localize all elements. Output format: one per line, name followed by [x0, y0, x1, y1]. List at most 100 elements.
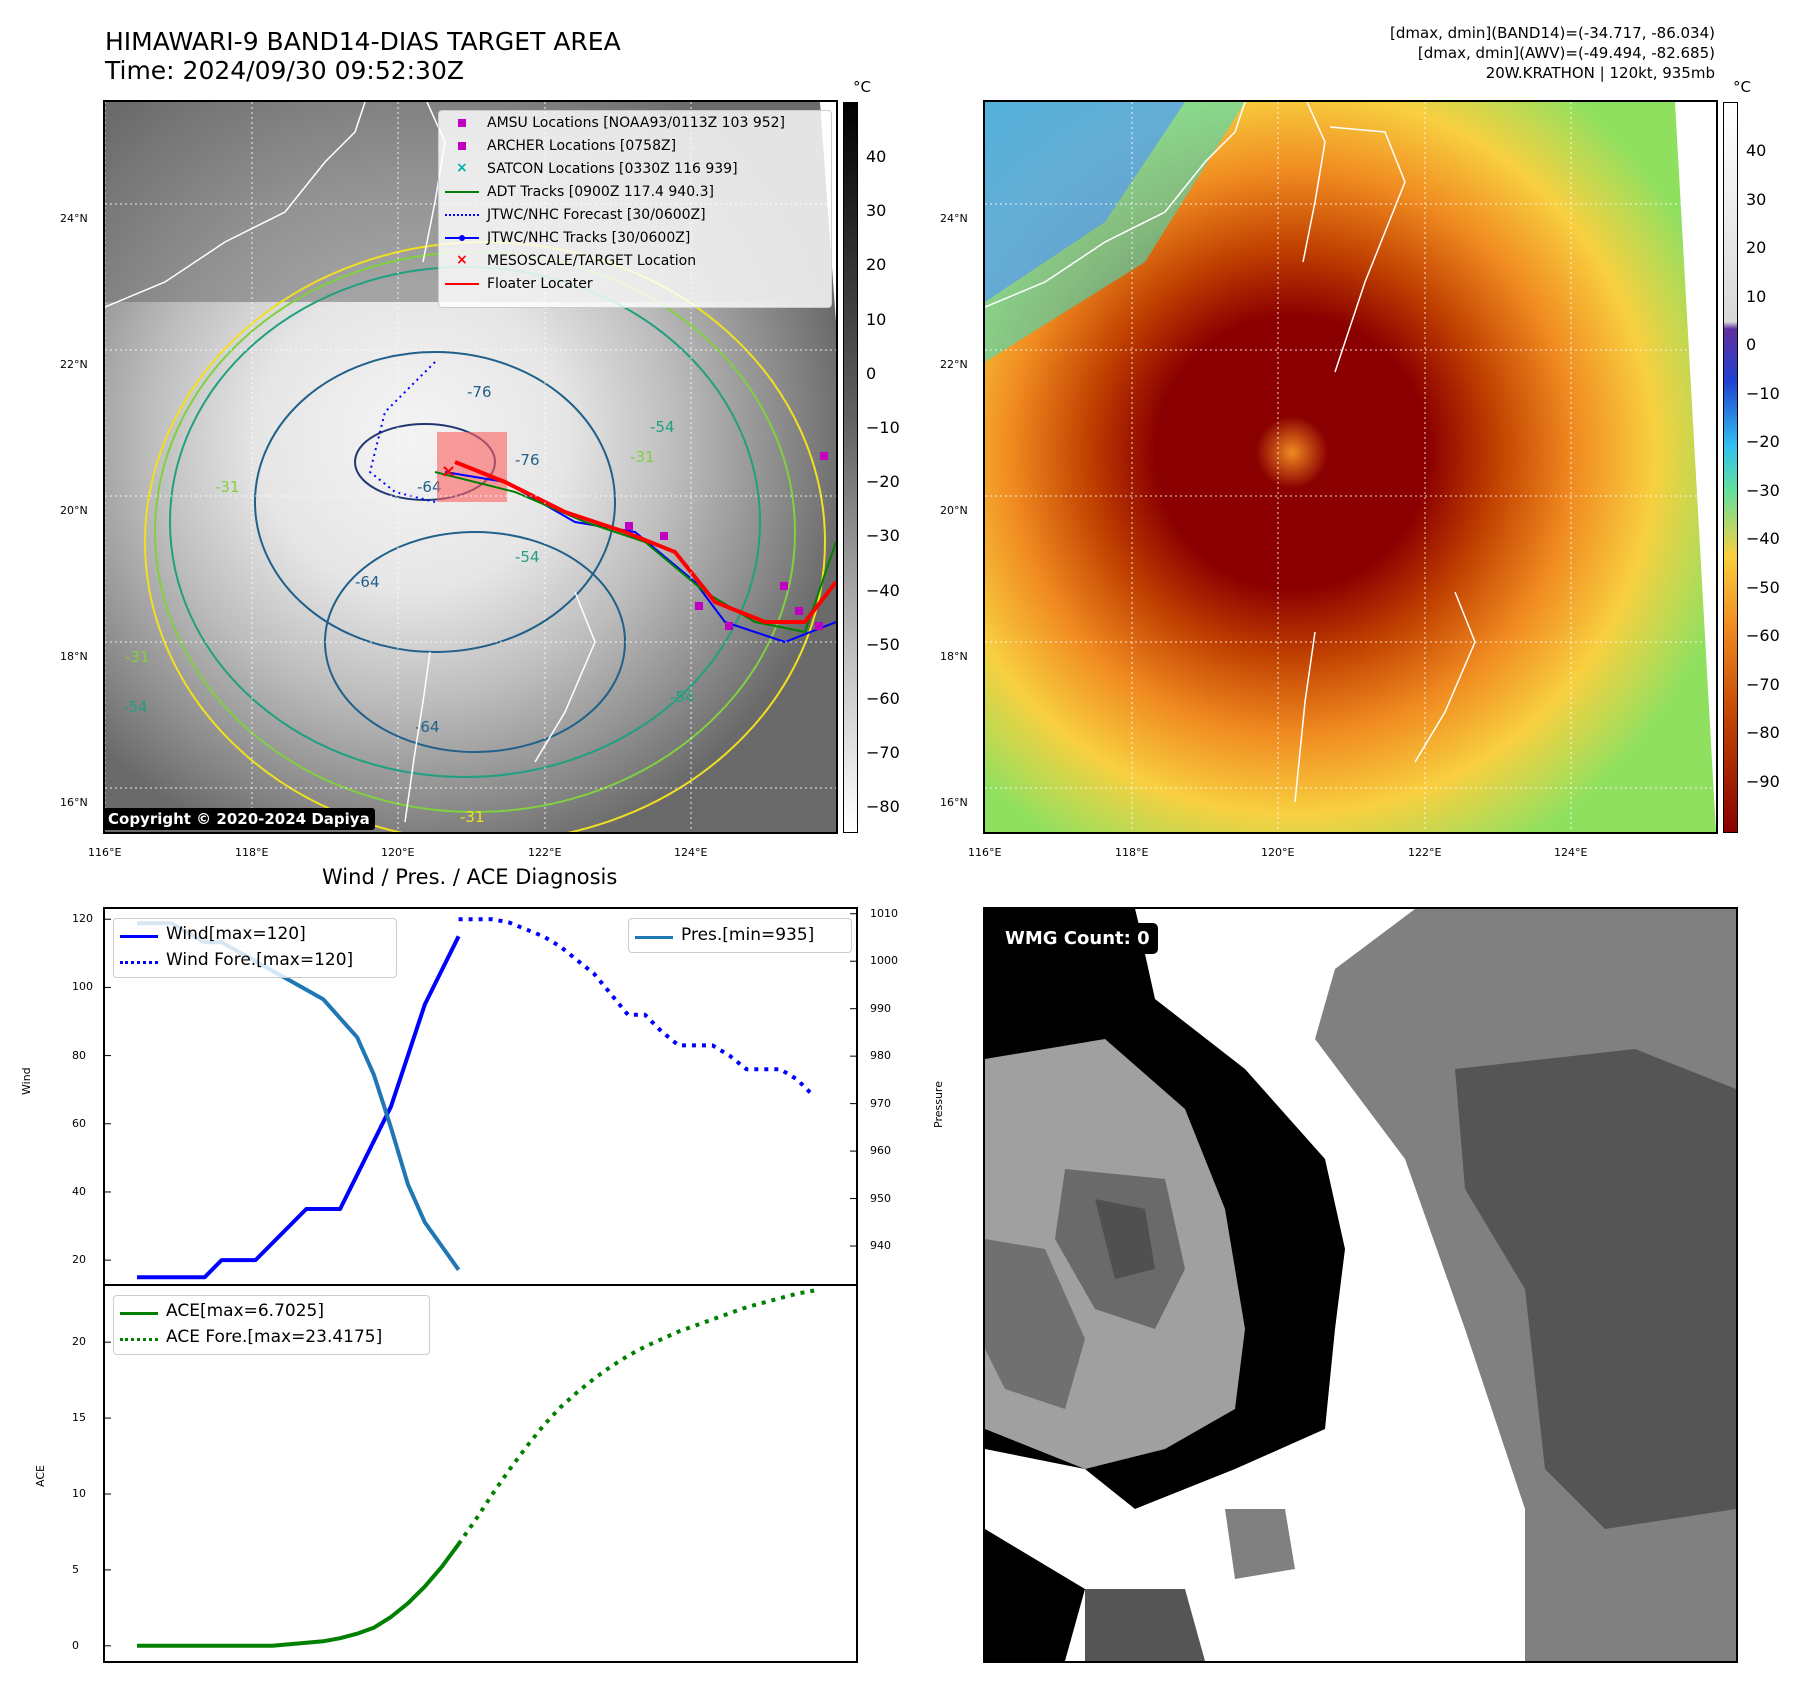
wind-legend: Wind[max=120] Wind Fore.[max=120] [113, 918, 397, 978]
awv-map-image [985, 102, 1716, 832]
lon-label: 120°E [381, 846, 415, 859]
colorbar-left-tick: −10 [866, 418, 900, 437]
colorbar-left-tick: −20 [866, 472, 900, 492]
legend-item-amsu: AMSU Locations [NOAA93/0113Z 103 952] [445, 113, 785, 133]
series-line-0 [137, 1542, 461, 1648]
colorbar-right-tick: −40 [1746, 529, 1780, 548]
contour-label: -64 [417, 478, 442, 496]
y-right-tick-label: 940 [870, 1239, 891, 1253]
contour-label: -31 [125, 648, 150, 666]
colorbar-right-tick: −70 [1746, 674, 1780, 694]
ace-plot [105, 1288, 815, 1648]
colorbar-right-tick: −30 [1746, 480, 1780, 500]
series-line-0 [137, 935, 461, 1280]
contour-label: -31 [460, 808, 485, 826]
ace-chart: ACE[max=6.7025] ACE Fore.[max=23.4175] [103, 1284, 858, 1663]
legend-item-wind-fore: Wind Fore.[max=120] [120, 948, 353, 972]
contour-label: -76 [467, 383, 492, 401]
y-right-tick-label: 950 [870, 1191, 891, 1205]
lon-label: 118°E [235, 846, 269, 859]
contour-label: -31 [215, 478, 240, 496]
contour-label: -64 [415, 718, 440, 736]
y-tick-label: 80 [72, 1048, 86, 1062]
map-legend: AMSU Locations [NOAA93/0113Z 103 952] AR… [438, 110, 832, 308]
series-line-1 [458, 917, 816, 1098]
series-line-1 [456, 1288, 815, 1546]
y-right-tick-label: 960 [870, 1144, 891, 1158]
y-tick-label: 10 [72, 1486, 86, 1500]
colorbar-right [1723, 102, 1738, 833]
lon-label: 124°E [1554, 846, 1588, 859]
legend-item-wind: Wind[max=120] [120, 922, 306, 946]
colorbar-right-tick: −50 [1746, 577, 1780, 597]
ace-ylabel: ACE [34, 1465, 47, 1487]
colorbar-right-tick: −20 [1746, 432, 1780, 451]
wmg-image [985, 909, 1736, 1661]
legend-item-ace: ACE[max=6.7025] [120, 1299, 324, 1323]
lat-label: 20°N [940, 504, 968, 517]
lat-label: 22°N [940, 358, 968, 371]
pres-legend: Pres.[min=935] [628, 918, 852, 953]
colorbar-unit-left: °C [853, 78, 871, 96]
lat-label: 18°N [940, 650, 968, 663]
lat-label: 24°N [940, 212, 968, 225]
info-storm: 20W.KRATHON | 120kt, 935mb [1485, 64, 1715, 82]
lat-label: 16°N [940, 796, 968, 809]
y-tick-label: 120 [72, 912, 93, 926]
legend-item-jtwc-tracks: JTWC/NHC Tracks [30/0600Z] [445, 228, 690, 248]
lat-label: 22°N [60, 358, 88, 371]
pressure-ylabel: Pressure [932, 1081, 945, 1128]
colorbar-left [843, 102, 858, 833]
y-tick-label: 60 [72, 1116, 86, 1130]
figure-time: Time: 2024/09/30 09:52:30Z [105, 56, 464, 85]
contour-label: -54 [123, 698, 148, 716]
lon-label: 118°E [1115, 846, 1149, 859]
colorbar-left-tick: −30 [866, 526, 900, 546]
y-right-tick-label: 1000 [870, 954, 898, 968]
lon-label: 122°E [1408, 846, 1442, 859]
colorbar-left-tick: 30 [866, 201, 887, 221]
contour-label: -31 [630, 448, 655, 466]
colorbar-left-tick: −40 [866, 580, 900, 600]
info-band14: [dmax, dmin](BAND14)=(-34.717, -86.034) [1390, 24, 1715, 42]
y-right-tick-label: 970 [870, 1096, 891, 1110]
y-tick-label: 20 [72, 1335, 86, 1349]
lon-label: 124°E [674, 846, 708, 859]
wmg-panel: WMG Count: 0 [983, 907, 1738, 1663]
lon-label: 120°E [1261, 846, 1295, 859]
colorbar-right-tick: −60 [1746, 626, 1780, 645]
contour-label: -76 [515, 451, 540, 469]
colorbar-left-tick: −80 [866, 797, 900, 817]
lon-label: 116°E [88, 846, 122, 859]
lat-label: 18°N [60, 650, 88, 663]
legend-item-floater: Floater Locater [445, 274, 593, 294]
legend-item-mesoscale: × MESOSCALE/TARGET Location [456, 252, 697, 269]
lon-label: 122°E [528, 846, 562, 859]
y-tick-label: 40 [72, 1184, 86, 1198]
legend-item-ace-fore: ACE Fore.[max=23.4175] [120, 1325, 382, 1349]
y-tick-label: 100 [72, 980, 93, 994]
colorbar-right-tick: −90 [1746, 771, 1780, 791]
y-tick-label: 5 [72, 1562, 79, 1576]
y-tick-label: 0 [72, 1638, 79, 1652]
contour-label: -54 [650, 418, 675, 436]
diagnosis-title: Wind / Pres. / ACE Diagnosis [322, 865, 618, 889]
legend-item-jtwc-forecast: JTWC/NHC Forecast [30/0600Z] [445, 205, 706, 225]
wind-ylabel: Wind [20, 1067, 33, 1095]
colorbar-right-tick: 40 [1746, 141, 1767, 160]
lat-label: 20°N [60, 504, 88, 517]
colorbar-left-tick: 20 [866, 255, 887, 275]
lat-label: 16°N [60, 796, 88, 809]
lon-label: 116°E [968, 846, 1002, 859]
awv-map-panel [983, 100, 1718, 834]
colorbar-right-tick: 20 [1746, 238, 1767, 257]
colorbar-right-tick: −80 [1746, 723, 1780, 742]
legend-item-adt: ADT Tracks [0900Z 117.4 940.3] [445, 182, 714, 202]
y-right-tick-label: 980 [870, 1049, 891, 1063]
legend-item-archer: ARCHER Locations [0758Z] [445, 136, 676, 156]
legend-item-satcon: × SATCON Locations [0330Z 116 939] [456, 160, 738, 177]
colorbar-right-tick: −10 [1746, 383, 1780, 403]
colorbar-left-tick: −60 [866, 689, 900, 708]
contour-label: -64 [355, 573, 380, 591]
wind-pres-chart: Wind[max=120] Wind Fore.[max=120] Pres.[… [103, 907, 858, 1286]
